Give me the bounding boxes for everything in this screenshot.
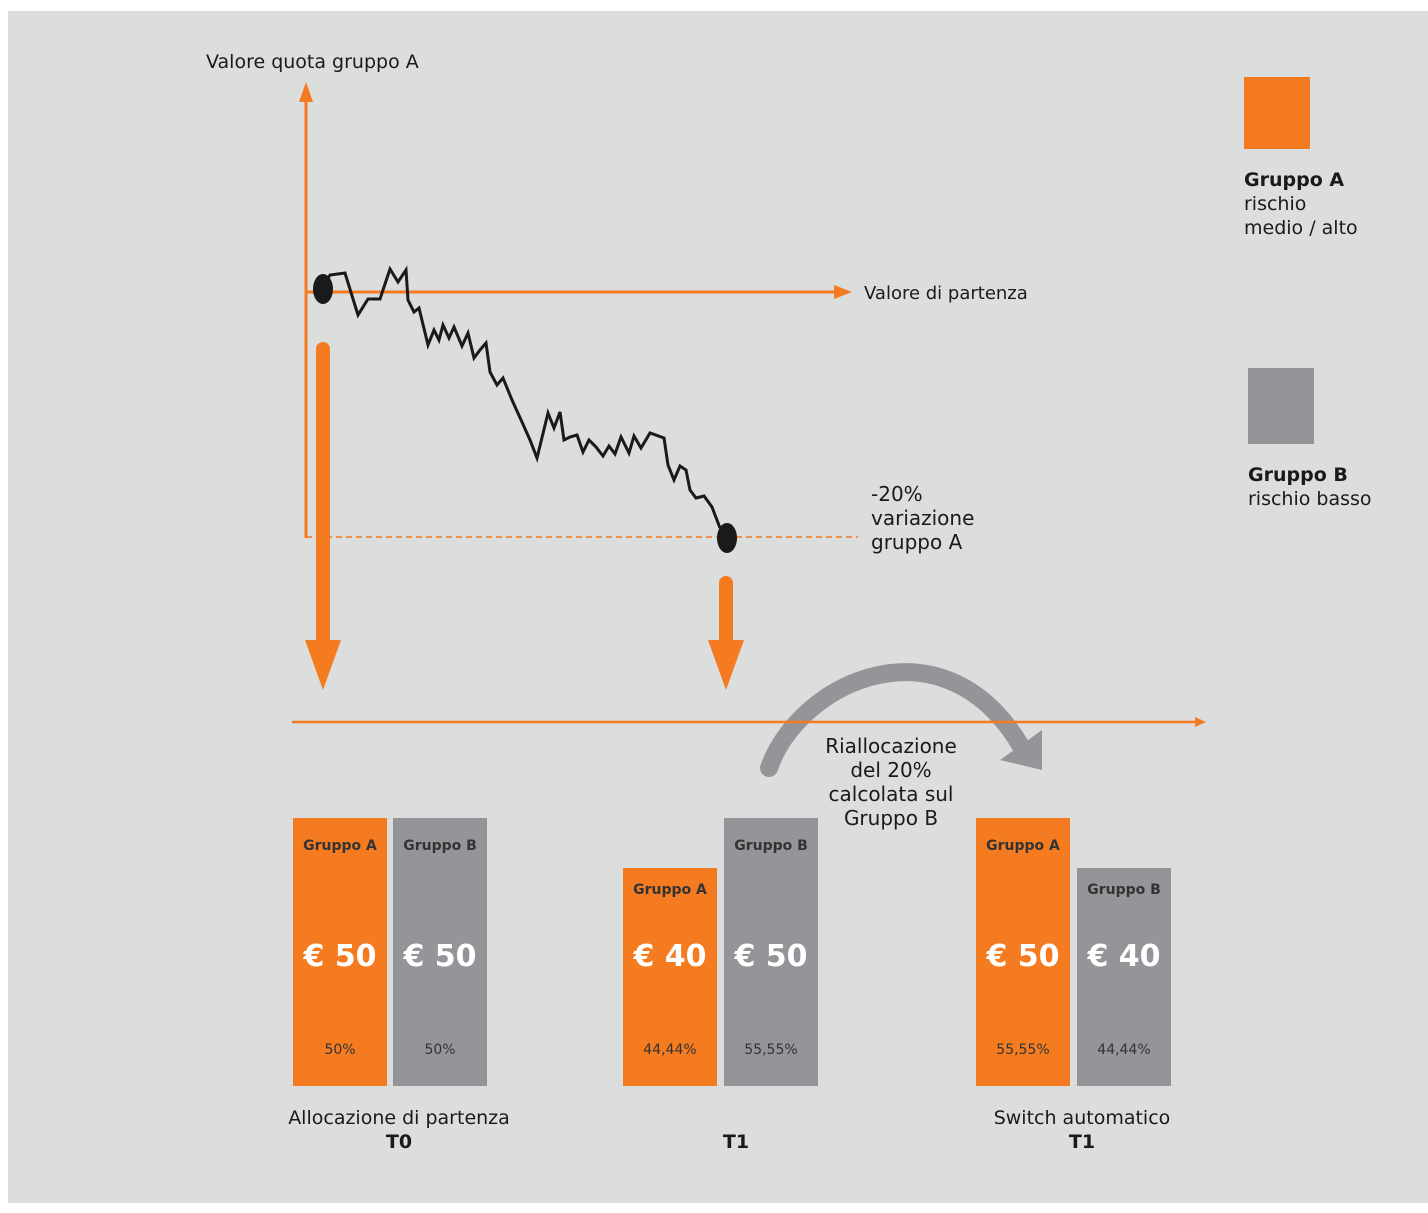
phase-switch: Switch automatico T1	[972, 1106, 1192, 1154]
y-axis-label: Valore quota gruppo A	[206, 51, 419, 73]
y-axis-arrowhead	[299, 82, 313, 102]
phase-time: T0	[385, 1131, 413, 1153]
price-line	[320, 265, 722, 529]
bar-percentage: 55,55%	[996, 1042, 1050, 1058]
phase-time: T1	[1068, 1131, 1096, 1153]
diagram-panel	[8, 11, 1428, 1203]
drop-label-line: variazione	[871, 506, 975, 530]
legend-desc-group-b: rischio basso	[1248, 488, 1372, 510]
bar-switch-group-a: Gruppo A € 50 55,55%	[976, 818, 1070, 1086]
reallocation-arc	[760, 663, 1031, 777]
bar-group-label: Gruppo A	[986, 838, 1060, 854]
drop-label-line: gruppo A	[871, 530, 963, 554]
legend-desc-group-a: rischio	[1244, 193, 1307, 215]
phase-t1: T1	[686, 1106, 786, 1154]
bar-value: € 50	[303, 939, 377, 974]
reallocation-label: Riallocazione del 20% calcolata sul Grup…	[780, 734, 1002, 830]
start-value-label: Valore di partenza	[864, 283, 1028, 304]
reallocation-arrowhead	[1000, 730, 1042, 770]
phase-time: T1	[722, 1131, 750, 1153]
bar-t1-group-a: Gruppo A € 40 44,44%	[623, 868, 717, 1086]
phase-label: Allocazione di partenza	[288, 1107, 510, 1129]
reallocation-line: calcolata sul	[828, 782, 954, 806]
down-arrow-t1-head	[708, 640, 744, 690]
bar-value: € 40	[1087, 939, 1161, 974]
phase-t0: Allocazione di partenza T0	[270, 1106, 528, 1154]
bar-percentage: 50%	[424, 1042, 456, 1058]
bar-t1-group-b: Gruppo B € 50 55,55%	[724, 818, 818, 1086]
legend-swatch-group-b	[1248, 368, 1314, 444]
bar-value: € 40	[633, 939, 707, 974]
bar-group-label: Gruppo A	[303, 838, 377, 854]
bar-percentage: 55,55%	[744, 1042, 798, 1058]
legend-title-group-b: Gruppo B	[1248, 464, 1348, 486]
drop-label: -20% variazione gruppo A	[871, 482, 974, 554]
drop-label-line: -20%	[871, 482, 923, 506]
bar-percentage: 44,44%	[1097, 1042, 1151, 1058]
phase-label: Switch automatico	[993, 1107, 1171, 1129]
bar-switch-group-b: Gruppo B € 40 44,44%	[1077, 868, 1171, 1086]
legend-group-a: Gruppo A rischio medio / alto	[1244, 168, 1358, 240]
bar-value: € 50	[403, 939, 477, 974]
reallocation-line: del 20%	[850, 758, 932, 782]
bar-value: € 50	[986, 939, 1060, 974]
bar-percentage: 44,44%	[643, 1042, 697, 1058]
bar-group-label: Gruppo B	[403, 838, 477, 854]
bar-t0-group-a: Gruppo A € 50 50%	[293, 818, 387, 1086]
down-arrow-t0-head	[305, 640, 341, 690]
legend-swatch-group-a	[1244, 77, 1310, 149]
bar-group-label: Gruppo B	[734, 838, 808, 854]
reallocation-line: Riallocazione	[825, 734, 957, 758]
end-dot	[717, 523, 737, 553]
legend-desc-group-a: medio / alto	[1244, 217, 1358, 239]
bar-percentage: 50%	[324, 1042, 356, 1058]
reallocation-line: Gruppo B	[843, 806, 939, 830]
bar-group-label: Gruppo A	[633, 882, 707, 898]
start-value-arrowhead	[834, 285, 852, 299]
bar-value: € 50	[734, 939, 808, 974]
bar-group-label: Gruppo B	[1087, 882, 1161, 898]
legend-title-group-a: Gruppo A	[1244, 169, 1345, 191]
start-dot	[313, 274, 333, 304]
legend-group-b: Gruppo B rischio basso	[1248, 463, 1372, 511]
bar-t0-group-b: Gruppo B € 50 50%	[393, 818, 487, 1086]
phase-label	[686, 1106, 786, 1130]
time-axis-arrowhead	[1195, 717, 1206, 727]
